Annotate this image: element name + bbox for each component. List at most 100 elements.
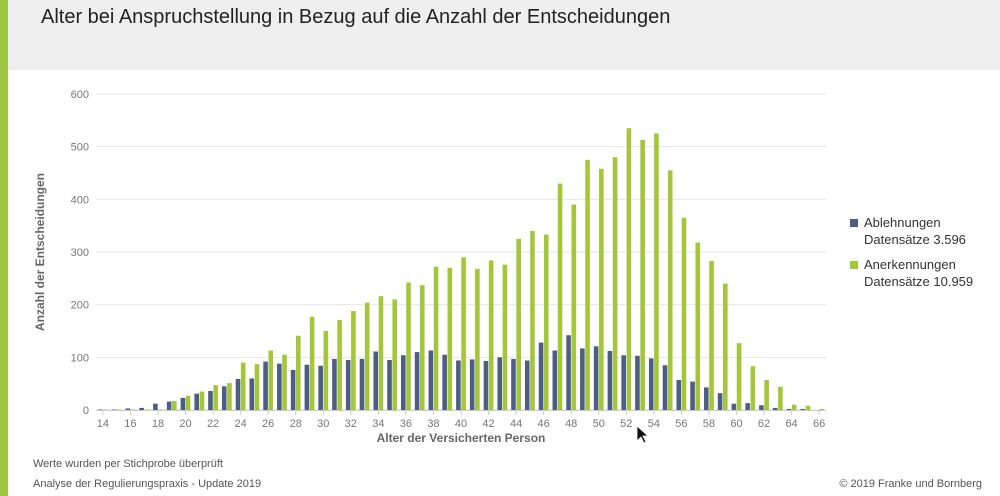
bar-ablehnungen	[387, 359, 392, 410]
bar-ablehnungen	[304, 364, 310, 410]
x-tick-label: 54	[648, 418, 660, 430]
bar-ablehnungen	[153, 403, 158, 410]
y-axis-title: Anzahl der Entscheidungen	[33, 173, 47, 331]
bar-anerkennungen	[791, 404, 797, 410]
x-tick-label: 22	[207, 418, 219, 430]
bar-ablehnungen	[552, 350, 558, 410]
bar-ablehnungen	[345, 359, 351, 410]
bar-anerkennungen	[116, 409, 122, 410]
bar-ablehnungen	[469, 359, 475, 410]
x-tick-label: 48	[565, 418, 577, 430]
bar-ablehnungen	[621, 355, 626, 410]
y-tick-label: 200	[71, 300, 89, 312]
bar-anerkennungen	[282, 354, 287, 410]
x-tick-label: 64	[785, 418, 797, 430]
x-tick-label: 20	[179, 418, 191, 430]
bar-anerkennungen	[681, 217, 687, 410]
legend-item-ablehnungen[interactable]: Ablehnungen Datensätze 3.596	[850, 214, 973, 248]
bar-ablehnungen	[593, 346, 599, 410]
bar-ablehnungen	[97, 409, 103, 410]
legend-datasets-anerkennungen: Datensätze 10.959	[864, 274, 974, 289]
bar-ablehnungen	[524, 360, 530, 410]
x-tick-label: 62	[758, 418, 770, 430]
bar-anerkennungen	[543, 234, 549, 410]
bar-ablehnungen	[745, 403, 750, 410]
bar-anerkennungen	[130, 409, 136, 410]
y-tick-label: 300	[71, 247, 89, 259]
chart-title: Alter bei Anspruchstellung in Bezug auf …	[41, 6, 671, 28]
y-tick-label: 100	[71, 352, 89, 364]
bar-ablehnungen	[635, 355, 640, 410]
bar-anerkennungen	[557, 183, 563, 410]
x-tick-label: 34	[372, 418, 384, 430]
bar-anerkennungen	[461, 257, 466, 410]
bar-anerkennungen	[351, 310, 356, 410]
bar-ablehnungen	[704, 387, 709, 410]
header-band: Alter bei Anspruchstellung in Bezug auf …	[8, 0, 1000, 70]
x-tick-label: 24	[234, 418, 246, 430]
bar-anerkennungen	[378, 296, 384, 410]
bar-ablehnungen	[318, 365, 323, 410]
x-tick-label: 40	[455, 418, 467, 430]
footer-copyright: © 2019 Franke und Bornberg	[839, 478, 982, 490]
bar-ablehnungen	[249, 378, 255, 410]
bar-anerkennungen	[337, 319, 342, 410]
bar-ablehnungen	[235, 378, 241, 410]
x-tick-label: 28	[290, 418, 302, 430]
x-tick-label: 66	[813, 418, 825, 430]
bar-ablehnungen	[607, 351, 613, 410]
legend-item-anerkennungen[interactable]: Anerkennungen Datensätze 10.959	[850, 256, 973, 290]
bar-ablehnungen	[772, 407, 778, 410]
bar-ablehnungen	[332, 358, 337, 410]
bar-ablehnungen	[221, 386, 227, 410]
y-tick-label: 600	[71, 89, 89, 101]
x-tick-label: 56	[675, 418, 687, 430]
bar-ablehnungen	[111, 409, 117, 410]
bar-anerkennungen	[447, 267, 453, 410]
bar-ablehnungen	[277, 363, 282, 410]
bar-ablehnungen	[648, 358, 654, 410]
bar-ablehnungen	[717, 393, 723, 410]
bar-anerkennungen	[654, 133, 659, 410]
x-tick-label: 36	[400, 418, 412, 430]
bar-anerkennungen	[530, 230, 535, 410]
bar-anerkennungen	[158, 409, 163, 410]
x-tick-label: 42	[482, 418, 494, 430]
y-tick-label: 500	[71, 142, 89, 154]
bar-anerkennungen	[667, 170, 673, 410]
bar-ablehnungen	[290, 369, 296, 410]
bar-anerkennungen	[585, 159, 590, 410]
bar-ablehnungen	[125, 408, 131, 410]
x-tick-label: 14	[97, 418, 109, 430]
bar-anerkennungen	[240, 362, 246, 410]
x-tick-label: 38	[427, 418, 439, 430]
bar-anerkennungen	[612, 157, 618, 410]
bar-anerkennungen	[819, 408, 825, 410]
x-tick-label: 26	[262, 418, 274, 430]
footer-note-sample: Werte wurden per Stichprobe überprüft	[33, 458, 223, 470]
bar-anerkennungen	[571, 204, 577, 410]
x-tick-label: 46	[538, 418, 550, 430]
bar-anerkennungen	[778, 386, 783, 410]
x-tick-label: 52	[620, 418, 632, 430]
x-tick-label: 16	[124, 418, 136, 430]
bar-ablehnungen	[566, 335, 571, 410]
bar-ablehnungen	[580, 348, 585, 410]
bar-anerkennungen	[736, 343, 742, 410]
bar-anerkennungen	[750, 366, 756, 410]
bar-anerkennungen	[419, 285, 425, 410]
left-accent-bar	[0, 0, 8, 496]
bar-anerkennungen	[695, 242, 701, 410]
bar-anerkennungen	[199, 391, 205, 410]
bar-ablehnungen	[180, 397, 186, 410]
bar-ablehnungen	[208, 391, 213, 410]
x-tick-label: 58	[703, 418, 715, 430]
bar-anerkennungen	[323, 331, 329, 410]
bar-anerkennungen	[392, 299, 398, 410]
bar-ablehnungen	[194, 393, 200, 410]
x-tick-label: 30	[317, 418, 329, 430]
bar-anerkennungen	[213, 385, 218, 410]
y-tick-label: 0	[83, 405, 89, 417]
legend-datasets-ablehnungen: Datensätze 3.596	[864, 232, 966, 247]
